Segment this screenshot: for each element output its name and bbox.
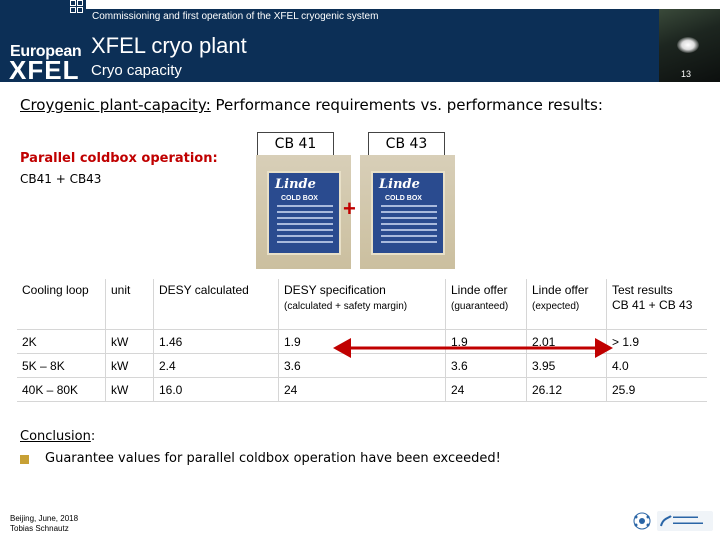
col-header: DESY calculated [153,279,279,330]
slide-header: European XFEL Commissioning and first op… [0,0,720,85]
heading-underlined: Croygenic plant-capacity: [20,96,211,114]
table-cell: kW [105,329,154,354]
bullet-square-icon [20,455,29,464]
partner-logo-icon [633,512,651,530]
cb43-nameplate-photo: Linde COLD BOX [360,155,455,269]
table-cell: kW [105,353,154,378]
table-row: 2K kW 1.46 1.9 1.9 2.01 > 1.9 [17,329,707,354]
linde-logo: Linde [379,177,420,192]
slide-subtitle: Cryo capacity [91,62,182,79]
table-cell: 4.0 [606,353,707,378]
table-cell: 2.4 [153,353,279,378]
conclusion-text: Guarantee values for parallel coldbox op… [45,451,501,466]
table-cell: > 1.9 [606,329,707,354]
table-cell: 5K – 8K [17,353,106,378]
plate-text-lines [381,205,437,245]
slide-title: XFEL cryo plant [91,33,247,58]
logo-line1: European [10,43,82,60]
plus-sign: + [343,196,356,221]
presentation-title: Commissioning and first operation of the… [92,11,379,22]
col-header: Linde offer (guaranteed) [445,279,527,330]
table-cell: 3.6 [278,353,446,378]
plate-title: COLD BOX [281,195,318,202]
parallel-operation-label: Parallel coldbox operation: [20,151,218,166]
nameplate: Linde COLD BOX [267,171,341,255]
plate-title: COLD BOX [385,195,422,202]
logo-line2: XFEL [9,55,80,85]
linde-logo: Linde [275,177,316,192]
table-row: 5K – 8K kW 2.4 3.6 3.6 3.95 4.0 [17,353,707,378]
table-cell: 3.95 [526,353,607,378]
section-heading: Croygenic plant-capacity: Performance re… [20,96,603,114]
coldbox-combination: CB41 + CB43 [20,172,102,186]
table-header-row: Cooling loop unit DESY calculated DESY s… [17,279,707,330]
plate-text-lines [277,205,333,245]
table-cell: 3.6 [445,353,527,378]
col-header: Linde offer (expected) [526,279,607,330]
table-cell: 16.0 [153,377,279,402]
title-band [86,9,659,82]
table-cell: 1.46 [153,329,279,354]
cb41-nameplate-photo: Linde COLD BOX [256,155,351,269]
table-cell: 26.12 [526,377,607,402]
double-arrow-icon [333,338,613,358]
footer: Beijing, June, 2018 Tobias Schnautz [10,514,78,534]
table-cell: 25.9 [606,377,707,402]
nameplate: Linde COLD BOX [371,171,445,255]
helmholtz-logo-icon: ▬▬▬▬▬ ▬▬▬▬▬▬ [657,511,713,531]
header-photo [659,9,720,82]
table-row: 40K – 80K kW 16.0 24 24 26.12 25.9 [17,377,707,402]
col-header: DESY specification (calculated + safety m… [278,279,446,330]
table-cell: kW [105,377,154,402]
footer-date-location: Beijing, June, 2018 [10,514,79,523]
heading-rest: Performance requirements vs. performance… [210,96,603,114]
col-header: Test results CB 41 + CB 43 [606,279,707,330]
xfel-logo: European XFEL [0,0,86,85]
table-cell: 40K – 80K [17,377,106,402]
table-cell: 2K [17,329,106,354]
cb41-label: CB 41 [257,132,334,156]
col-header: Cooling loop [17,279,106,330]
table-cell: 1.9 [445,329,527,354]
table-cell: 1.9 [278,329,446,354]
table-cell: 2.01 [526,329,607,354]
table-cell: 24 [278,377,446,402]
footer-author: Tobias Schnautz [10,524,69,533]
col-header: unit [105,279,154,330]
page-number: 13 [681,69,692,79]
lamp-glow-icon [677,37,699,53]
table-cell: 24 [445,377,527,402]
cb43-label: CB 43 [368,132,445,156]
conclusion-label: Conclusion: [20,429,96,444]
capacity-table: Cooling loop unit DESY calculated DESY s… [17,279,707,402]
